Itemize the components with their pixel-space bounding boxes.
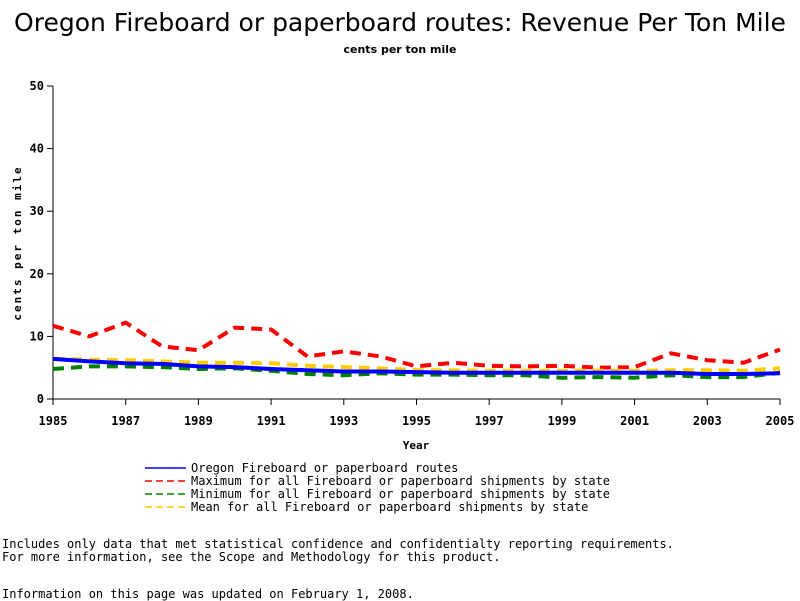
legend-entry: Oregon Fireboard or paperboard routes xyxy=(191,461,458,475)
y-tick-label: 40 xyxy=(30,142,44,156)
series-lines xyxy=(52,320,781,380)
y-tick-label: 30 xyxy=(30,204,44,218)
note-updated: Information on this page was updated on … xyxy=(2,587,414,601)
legend-entry: Minimum for all Fireboard or paperboard … xyxy=(191,487,610,501)
x-axis-label: Year xyxy=(403,439,430,452)
note-methodology: For more information, see the Scope and … xyxy=(2,550,501,564)
x-tick-label: 1999 xyxy=(547,414,576,428)
legend-entry: Mean for all Fireboard or paperboard shi… xyxy=(191,500,588,514)
y-axis-label: cents per ton mile xyxy=(11,165,24,320)
note-confidence: Includes only data that met statistical … xyxy=(2,537,674,551)
x-tick-label: 2001 xyxy=(620,414,649,428)
legend: Oregon Fireboard or paperboard routesMax… xyxy=(145,461,610,514)
y-axis-ticks: 0 10 20 30 40 50 xyxy=(30,79,53,406)
x-tick-label: 1985 xyxy=(39,414,68,428)
x-axis-ticks: 1985 1987 1989 1991 1993 1995 1997 1999 2001 2003… xyxy=(39,399,795,428)
series-line xyxy=(52,364,781,380)
series-line xyxy=(52,356,781,376)
x-tick-label: 1987 xyxy=(111,414,140,428)
x-tick-label: 1993 xyxy=(329,414,358,428)
x-tick-label: 1991 xyxy=(257,414,286,428)
chart-title: Oregon Fireboard or paperboard routes: R… xyxy=(14,8,786,37)
y-tick-label: 10 xyxy=(30,329,44,343)
series-line xyxy=(52,320,781,370)
y-tick-label: 50 xyxy=(30,79,44,93)
y-tick-label: 0 xyxy=(37,392,44,406)
x-tick-label: 1989 xyxy=(184,414,213,428)
x-tick-label: 1997 xyxy=(475,414,504,428)
x-tick-label: 2005 xyxy=(766,414,795,428)
legend-entry: Maximum for all Fireboard or paperboard … xyxy=(191,474,610,488)
x-tick-label: 1995 xyxy=(402,414,431,428)
x-tick-label: 2003 xyxy=(693,414,722,428)
chart-subtitle: cents per ton mile xyxy=(344,43,457,56)
y-tick-label: 20 xyxy=(30,267,44,281)
